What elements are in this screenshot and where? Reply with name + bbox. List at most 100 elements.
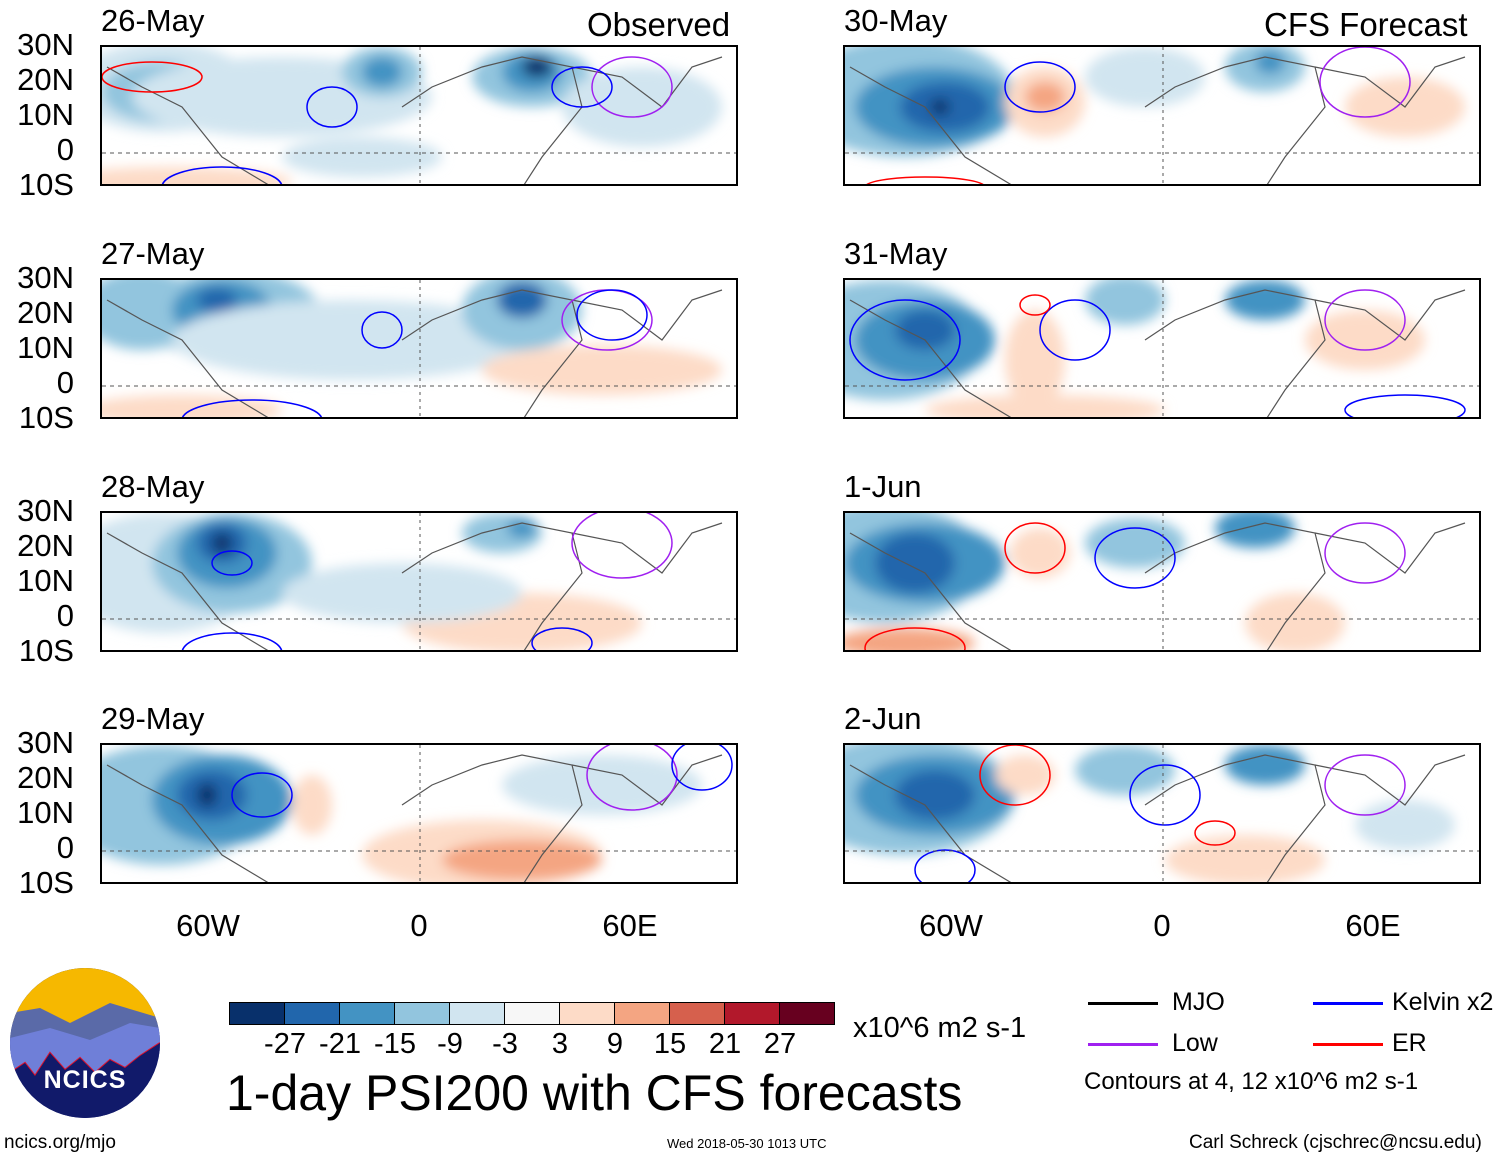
colorbar-tick: -9 — [437, 1028, 463, 1060]
forecast-heading: CFS Forecast — [1264, 6, 1468, 43]
colorbar-swatch — [669, 1002, 725, 1025]
map-panel-31-May — [843, 278, 1481, 419]
wave-contour — [181, 399, 323, 417]
colorbar-units: x10^6 m2 s-1 — [853, 1012, 1027, 1044]
lat-label: 20N — [17, 62, 74, 97]
lat-label: 20N — [17, 295, 74, 330]
wave-contour — [849, 299, 961, 381]
anomaly-shading — [172, 300, 532, 380]
anomaly-shading — [895, 770, 975, 820]
wave-contour — [591, 56, 673, 118]
anomaly-shading — [1215, 513, 1295, 548]
anomaly-shading — [1225, 745, 1305, 785]
observed-heading: Observed — [587, 6, 731, 43]
lat-label: 30N — [17, 493, 74, 528]
wave-contour — [1324, 522, 1406, 584]
colorbar-tick: -21 — [319, 1028, 361, 1060]
anomaly-shading — [1085, 47, 1205, 107]
kelvin-legend-label: Kelvin x2 — [1392, 988, 1494, 1016]
lat-label: 20N — [17, 528, 74, 563]
map-panel-26-May — [100, 45, 738, 186]
mjo-legend-line — [1088, 1002, 1158, 1005]
lat-label: 10N — [17, 97, 74, 132]
colorbar-tick: 9 — [606, 1028, 624, 1060]
anomaly-shading — [502, 755, 702, 815]
anomaly-shading — [282, 137, 442, 177]
er-legend-label: ER — [1392, 1029, 1427, 1057]
wave-contour — [1094, 527, 1176, 589]
low-legend-label: Low — [1172, 1029, 1218, 1057]
lat-label: 10N — [17, 330, 74, 365]
wave-contour — [161, 166, 283, 184]
lon-label: 0 — [1153, 908, 1171, 943]
map-panel-1-Jun — [843, 511, 1481, 652]
anomaly-shading — [292, 775, 332, 835]
anomaly-shading — [1305, 310, 1425, 370]
wave-contour — [1319, 47, 1411, 118]
colorbar-swatch — [229, 1002, 285, 1025]
coastlines — [849, 56, 1466, 184]
anomaly-shading — [930, 99, 950, 115]
er-legend-line — [1313, 1043, 1383, 1046]
wave-contour — [1019, 294, 1051, 316]
contour-note: Contours at 4, 12 x10^6 m2 s-1 — [1084, 1068, 1419, 1095]
lat-label: 30N — [17, 725, 74, 760]
colorbar-swatch — [724, 1002, 780, 1025]
anomaly-shading — [1005, 310, 1065, 410]
map-panel-27-May — [100, 278, 738, 419]
colorbar-swatch — [284, 1002, 340, 1025]
wave-contour — [1324, 289, 1406, 351]
anomaly-shading — [1355, 800, 1455, 850]
anomaly-shading — [442, 840, 602, 880]
lat-label: 30N — [17, 27, 74, 62]
colorbar-tick: -15 — [374, 1028, 416, 1060]
lat-label: 10S — [18, 865, 74, 900]
lat-label: 10S — [18, 400, 74, 435]
wave-contour — [1129, 764, 1201, 826]
mjo-legend-label: MJO — [1172, 988, 1225, 1016]
coastlines — [849, 522, 1466, 650]
lat-label: 10S — [18, 167, 74, 202]
lon-label: 60E — [1345, 908, 1401, 943]
anomaly-shading — [212, 533, 232, 553]
footer-url[interactable]: ncics.org/mjo — [4, 1132, 116, 1153]
lat-label: 0 — [56, 365, 74, 400]
lat-label: 10S — [18, 633, 74, 668]
wave-contour — [181, 632, 283, 650]
map-panel-30-May — [843, 45, 1481, 186]
coastlines — [849, 754, 1466, 882]
anomaly-shading — [895, 310, 955, 350]
wave-contour — [586, 745, 678, 811]
map-panel-29-May — [100, 743, 738, 884]
wave-contour — [866, 176, 984, 184]
low-legend-line — [1088, 1043, 1158, 1046]
anomaly-shading — [197, 783, 217, 807]
lon-label: 0 — [410, 908, 428, 943]
wave-contour — [1004, 61, 1076, 113]
anomaly-shading — [1165, 835, 1325, 882]
lat-label: 10N — [17, 563, 74, 598]
panel-date: 27-May — [101, 236, 205, 271]
lat-label: 30N — [17, 260, 74, 295]
anomaly-shading — [1010, 528, 1070, 578]
ncics-logo: NCICS — [10, 968, 160, 1118]
wave-contour — [551, 66, 613, 108]
wave-contour — [211, 550, 253, 576]
lat-label: 0 — [56, 830, 74, 865]
colorbar-tick: 21 — [708, 1028, 742, 1060]
panel-date: 29-May — [101, 701, 205, 736]
lat-label: 20N — [17, 760, 74, 795]
colorbar-tick: -27 — [264, 1028, 306, 1060]
colorbar-tick: 15 — [653, 1028, 687, 1060]
footer-credit: Carl Schreck (cjschrec@ncsu.edu) — [1189, 1132, 1482, 1153]
colorbar-tick: 3 — [551, 1028, 569, 1060]
panel-date: 26-May — [101, 3, 205, 38]
wave-contour — [571, 513, 673, 579]
anomaly-shading — [562, 67, 722, 147]
panel-date: 2-Jun — [844, 701, 922, 736]
wave-contour — [576, 289, 648, 341]
panel-date: 30-May — [844, 3, 948, 38]
figure-title: 1-day PSI200 with CFS forecasts — [226, 1065, 963, 1121]
anomaly-shading — [507, 518, 537, 538]
anomaly-shading — [1255, 50, 1285, 74]
